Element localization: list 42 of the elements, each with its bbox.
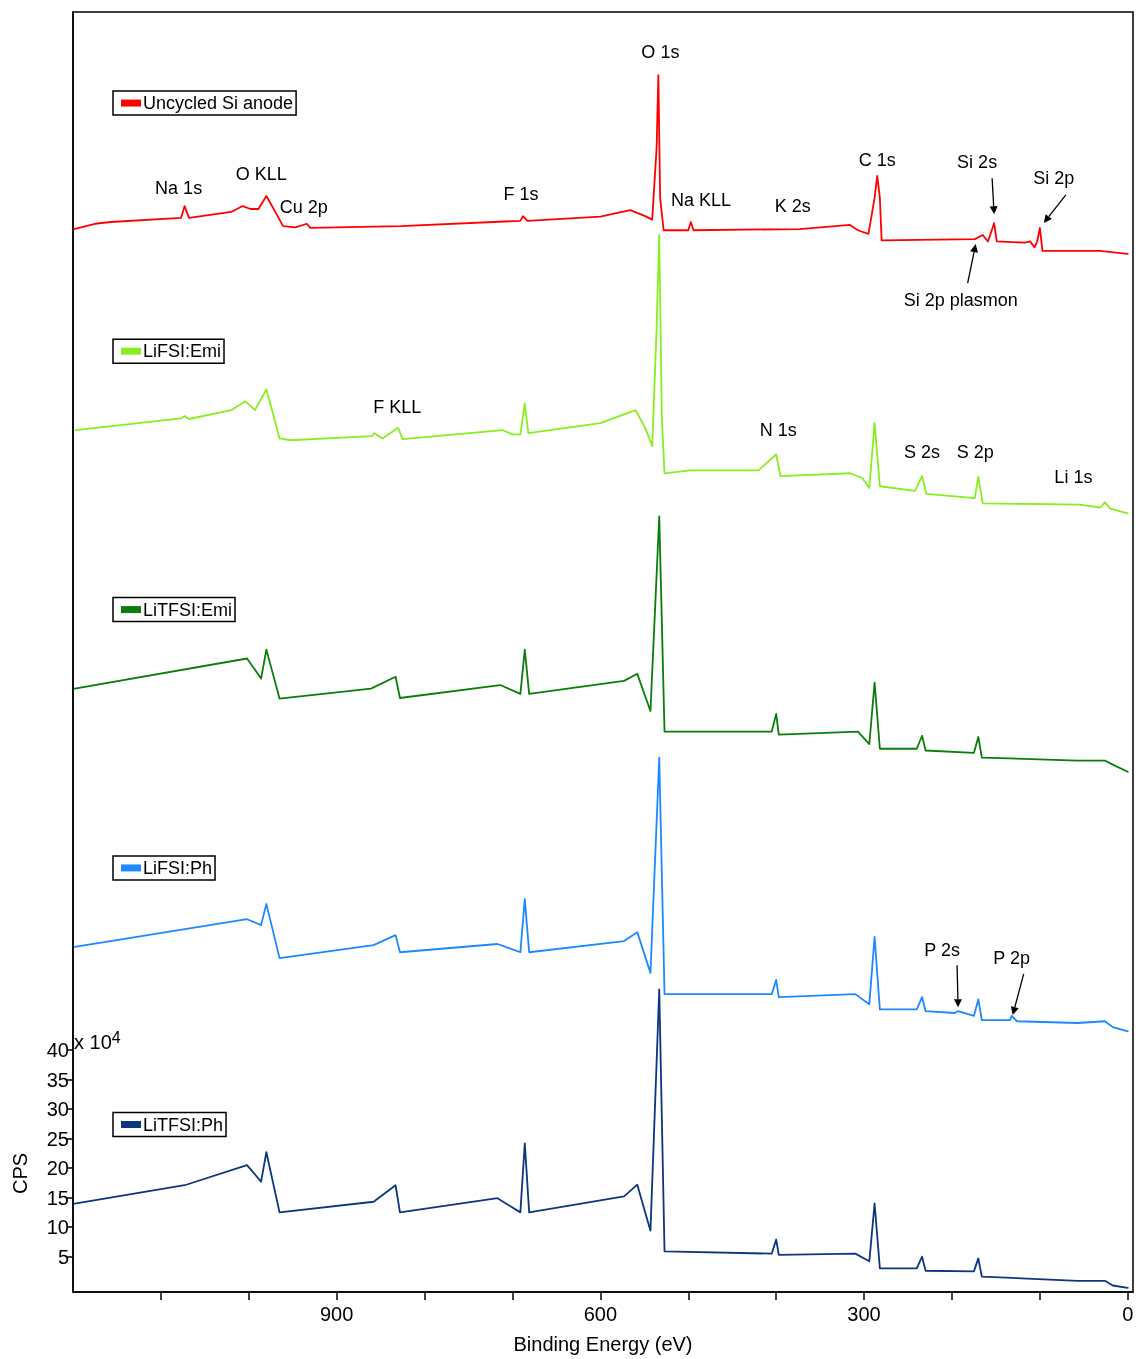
annotation: Na KLL — [670, 189, 731, 210]
annotation: F KLL — [373, 396, 422, 417]
annotation: Si 2p plasmon — [903, 290, 1018, 311]
annotation: Li 1s — [1054, 466, 1093, 487]
annotation: O 1s — [641, 42, 680, 63]
annotation: Cu 2p — [279, 196, 328, 217]
legend-label: Uncycled Si anode — [143, 93, 294, 114]
legend-label: LiTFSI:Emi — [143, 599, 233, 620]
x-axis-title: Binding Energy (eV) — [513, 1333, 693, 1355]
annotation: Na 1s — [155, 178, 203, 199]
legend-label: LiTFSI:Ph — [143, 1114, 224, 1135]
annotation: S 2p — [956, 441, 994, 462]
y-tick-label: 10 — [46, 1216, 69, 1239]
line-series — [73, 988, 1129, 1289]
line-series — [73, 515, 1129, 773]
y-tick-label: 30 — [46, 1098, 69, 1121]
legend-label: LiFSI:Emi — [143, 341, 222, 362]
annotation: F 1s — [503, 184, 539, 205]
annotation: S 2s — [904, 442, 941, 463]
y-tick-label: 5 — [57, 1245, 69, 1268]
y-tick-label: 35 — [46, 1068, 69, 1091]
x-tick-label: 0 — [1122, 1303, 1134, 1325]
line-series — [72, 74, 1129, 255]
annotation: O KLL — [235, 164, 287, 185]
x-tick-label: 600 — [583, 1303, 618, 1325]
annotation: C 1s — [858, 149, 896, 170]
annotation: P 2s — [924, 940, 960, 961]
line-series — [74, 234, 1129, 515]
legend-label: LiFSI:Ph — [143, 857, 213, 878]
y-tick-label: 25 — [46, 1127, 69, 1150]
line-series — [73, 756, 1129, 1033]
x-tick-label: 900 — [319, 1303, 354, 1325]
y-tick-label: 40 — [46, 1039, 69, 1062]
annotation: Si 2s — [957, 152, 998, 173]
x-tick-label: 300 — [847, 1303, 881, 1325]
annotation: Si 2p — [1033, 167, 1075, 188]
annotation: N 1s — [759, 420, 797, 441]
annotation: K 2s — [774, 195, 811, 216]
annotation: P 2p — [993, 947, 1031, 968]
y-tick-label: 20 — [46, 1157, 69, 1180]
y-axis-title: CPS — [9, 1152, 31, 1194]
y-tick-label: 15 — [46, 1186, 69, 1209]
